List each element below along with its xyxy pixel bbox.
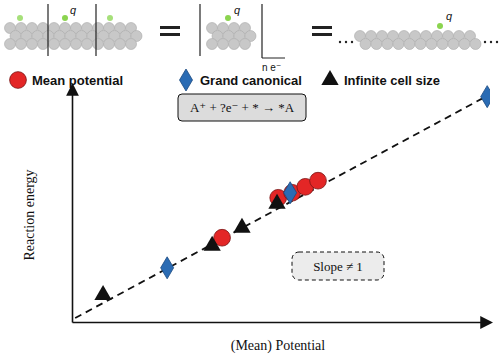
legend-label: Grand canonical [200, 73, 302, 88]
annotation-box [292, 252, 384, 280]
atom [60, 39, 71, 50]
atom [448, 39, 459, 50]
adsorbate [437, 23, 443, 29]
ellipsis-dot [351, 41, 353, 43]
atom [371, 39, 382, 50]
point [233, 218, 250, 233]
ellipsis-dot [484, 41, 486, 43]
axis-line [72, 86, 74, 323]
ellipsis-dot [345, 41, 347, 43]
chart: q q n e⁻ q Mean potential Grand canonical Infi… [0, 0, 500, 359]
atom [16, 39, 27, 50]
atom [38, 39, 49, 50]
annotation: Slope ≠ 1 [313, 259, 363, 274]
atom [5, 39, 16, 50]
legend-label: Mean potential [32, 73, 123, 88]
point [94, 285, 111, 300]
x-axis [73, 322, 491, 323]
atom [49, 39, 60, 50]
atom [104, 39, 115, 50]
equals-sign [312, 33, 332, 36]
atom [82, 39, 93, 50]
ellipsis-dot [490, 41, 492, 43]
atom [470, 39, 481, 50]
atom [126, 39, 137, 50]
y-axis-title: Reaction energy [22, 169, 37, 260]
adsorbate [17, 15, 23, 21]
atom [415, 39, 426, 50]
cell-boundary [95, 4, 96, 56]
atom [382, 39, 393, 50]
axis-line [73, 322, 491, 324]
atom [459, 39, 470, 50]
atom [71, 39, 82, 50]
schematic-label: q [446, 10, 453, 22]
atom [218, 39, 229, 50]
atom [404, 39, 415, 50]
atom [437, 39, 448, 50]
point [161, 257, 174, 279]
annotations: A⁺ + ?e⁻ + * → *A Slope ≠ 1 [178, 94, 384, 280]
point [268, 194, 285, 209]
atom [207, 39, 218, 50]
legend-marker [321, 70, 338, 85]
atom [93, 39, 104, 50]
fit-line [75, 99, 482, 318]
point [310, 172, 327, 189]
legend-label: Infinite cell size [344, 73, 440, 88]
ellipsis-dot [339, 41, 341, 43]
adsorbate [62, 15, 68, 21]
cell-boundary [261, 4, 262, 58]
atom [229, 39, 240, 50]
schematic-label: q [234, 4, 241, 16]
point [203, 236, 220, 251]
atom [115, 39, 126, 50]
schematic-label: n e⁻ [262, 62, 281, 73]
legend-marker [180, 69, 193, 91]
legend-marker [10, 72, 27, 89]
point [284, 182, 297, 204]
equals-sign [312, 26, 332, 29]
ellipsis-dot [496, 41, 498, 43]
atom [393, 39, 404, 50]
cell-boundary [199, 4, 200, 56]
schematic: q q n e⁻ q [5, 4, 499, 73]
point [481, 86, 490, 108]
schematic-label: q [70, 4, 77, 16]
cell-boundary [47, 4, 48, 56]
x-axis-title: (Mean) Potential [231, 338, 326, 354]
adsorbate [225, 15, 231, 21]
atom [360, 39, 371, 50]
equals-sign [160, 33, 180, 36]
equals-sign [160, 26, 180, 29]
atom [27, 39, 38, 50]
charge-plane [262, 58, 285, 59]
adsorbate [107, 15, 113, 21]
atom [240, 39, 251, 50]
annotation: A⁺ + ?e⁻ + * → *A [190, 100, 295, 115]
plot-area [75, 86, 490, 318]
legend: Mean potential Grand canonical Infinite ce… [10, 69, 440, 91]
y-axis [72, 86, 73, 323]
annotation-box [178, 94, 306, 121]
atom [426, 39, 437, 50]
